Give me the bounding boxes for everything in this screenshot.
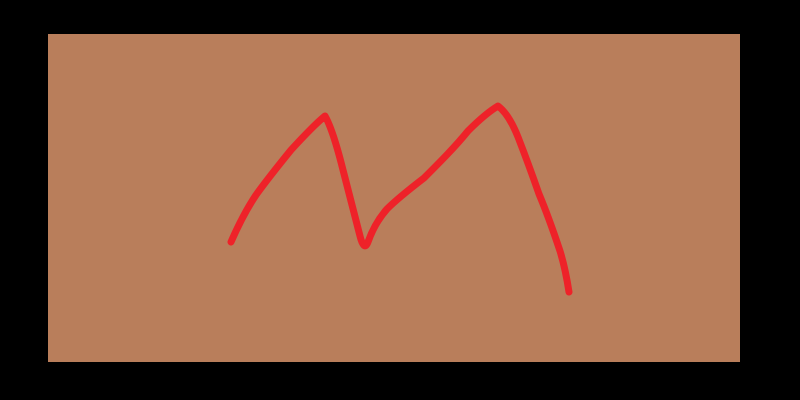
handwritten-stroke	[227, 102, 573, 296]
